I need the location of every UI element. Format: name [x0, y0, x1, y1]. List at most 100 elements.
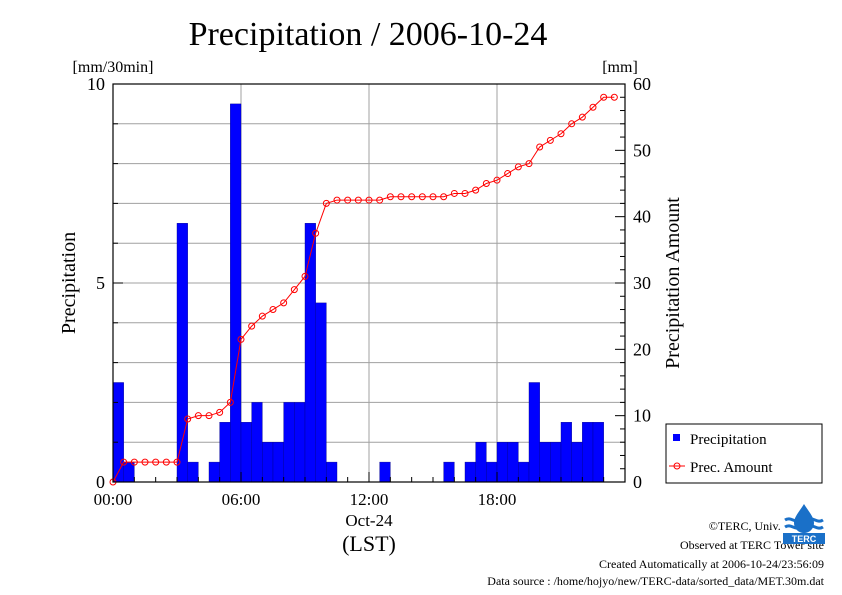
- created-text: Created Automatically at 2006-10-24/23:5…: [599, 557, 824, 571]
- prec-amount-point: [258, 312, 266, 320]
- prec-amount-point: [194, 412, 202, 420]
- precipitation-bar: [518, 461, 530, 483]
- right-tick-label: 20: [633, 339, 651, 359]
- terc-logo-text: TERC: [792, 534, 817, 544]
- precipitation-bar: [379, 461, 391, 483]
- precipitation-bar: [486, 461, 498, 483]
- precipitation-bar: [315, 302, 327, 483]
- prec-amount-point: [354, 196, 362, 204]
- precipitation-bar: [464, 461, 476, 483]
- prec-amount-point: [429, 193, 437, 201]
- prec-amount-point: [130, 458, 138, 466]
- prec-amount-point: [237, 335, 245, 343]
- prec-amount-point: [408, 193, 416, 201]
- right-tick-label: 30: [633, 273, 651, 293]
- prec-amount-point: [205, 412, 213, 420]
- right-tick-label: 10: [633, 406, 651, 426]
- legend-precipitation-swatch: [673, 434, 680, 441]
- precipitation-bar: [571, 442, 583, 483]
- prec-amount-point: [461, 189, 469, 197]
- x-tick-label: 12:00: [350, 490, 389, 509]
- precipitation-bar: [272, 442, 284, 483]
- prec-amount-point: [152, 458, 160, 466]
- prec-amount-point: [248, 322, 256, 330]
- prec-amount-point: [365, 196, 373, 204]
- precipitation-bar: [443, 461, 455, 483]
- precipitation-bar: [176, 223, 188, 483]
- prec-amount-point: [482, 180, 490, 187]
- prec-amount-point: [162, 458, 170, 466]
- precipitation-bar: [230, 103, 242, 483]
- x-tick-label: 06:00: [222, 490, 261, 509]
- x-axis-unit-label: (LST): [342, 531, 396, 556]
- prec-amount-point: [141, 458, 149, 466]
- prec-amount-point: [312, 229, 320, 237]
- prec-amount-point: [610, 93, 618, 101]
- x-tick-label: 00:00: [94, 490, 133, 509]
- prec-amount-point: [376, 196, 384, 204]
- prec-amount-point: [514, 163, 522, 171]
- prec-amount-point: [301, 272, 309, 280]
- left-axis-unit: [mm/30min]: [73, 59, 154, 76]
- right-tick-label: 0: [633, 472, 642, 492]
- right-axis-label: Precipitation Amount: [662, 197, 684, 369]
- precipitation-bar: [592, 422, 604, 483]
- prec-amount-point: [440, 193, 448, 201]
- prec-amount-point: [493, 176, 501, 184]
- precipitation-bar: [507, 442, 519, 483]
- precipitation-bar: [294, 402, 306, 483]
- prec-amount-point: [216, 408, 224, 416]
- prec-amount-point: [280, 299, 288, 307]
- precipitation-bar: [326, 461, 338, 483]
- precipitation-bar: [240, 422, 252, 483]
- right-axis-unit: [mm]: [602, 59, 638, 76]
- x-tick-label: 18:00: [478, 490, 517, 509]
- prec-amount-point: [322, 199, 330, 207]
- precipitation-bar: [208, 461, 220, 483]
- prec-amount-point: [504, 170, 512, 178]
- right-tick-label: 50: [633, 140, 651, 160]
- prec-amount-point: [568, 120, 576, 128]
- left-tick-label: 10: [87, 74, 105, 94]
- precipitation-bar: [304, 223, 316, 483]
- prec-amount-point: [173, 458, 181, 466]
- precipitation-bar: [283, 402, 295, 483]
- precipitation-bar: [496, 442, 508, 483]
- legend-amount-marker: [673, 462, 681, 470]
- precipitation-bar: [251, 402, 263, 483]
- precipitation-bar: [582, 422, 594, 483]
- prec-amount-point: [344, 196, 352, 204]
- prec-amount-point: [397, 193, 405, 201]
- prec-amount-point: [578, 113, 586, 121]
- prec-amount-point: [269, 306, 277, 314]
- legend-amount-label: Prec. Amount: [690, 460, 773, 476]
- prec-amount-point: [546, 136, 554, 144]
- precipitation-bar: [550, 442, 562, 483]
- left-axis-label: Precipitation: [58, 232, 80, 334]
- precipitation-bar: [187, 461, 199, 483]
- legend-precipitation-label: Precipitation: [690, 432, 767, 448]
- x-axis-date-label: Oct-24: [345, 511, 393, 530]
- prec-amount-point: [536, 143, 544, 151]
- right-tick-label: 60: [633, 74, 651, 94]
- prec-amount-point: [120, 458, 128, 466]
- prec-amount-point: [600, 93, 608, 101]
- precipitation-bar: [528, 382, 540, 483]
- precipitation-bar: [560, 422, 572, 483]
- prec-amount-point: [525, 160, 533, 168]
- right-tick-label: 40: [633, 207, 651, 227]
- left-tick-label: 0: [96, 472, 105, 492]
- prec-amount-point: [226, 398, 234, 406]
- prec-amount-point: [333, 196, 341, 204]
- prec-amount-point: [472, 186, 480, 194]
- precipitation-bar: [262, 442, 274, 483]
- precipitation-bar: [475, 442, 487, 483]
- prec-amount-point: [418, 193, 426, 201]
- prec-amount-point: [184, 415, 192, 423]
- precipitation-bar: [539, 442, 551, 483]
- terc-logo: TERC: [783, 502, 825, 544]
- precipitation-bar: [219, 422, 231, 483]
- chart-title: Precipitation / 2006-10-24: [189, 16, 548, 53]
- prec-amount-point: [290, 286, 298, 294]
